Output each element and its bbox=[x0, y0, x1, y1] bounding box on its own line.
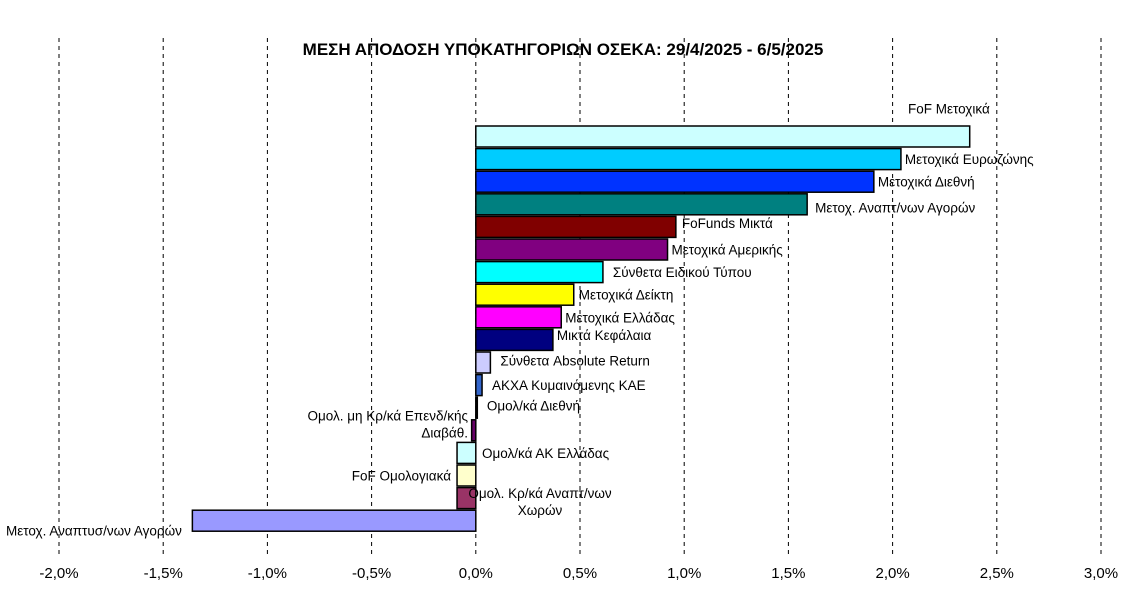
bars bbox=[191, 125, 971, 532]
bar bbox=[475, 147, 902, 171]
bar-label: Μικτά Κεφάλαια bbox=[557, 328, 652, 343]
x-axis-ticks: -2,0% -1,5% -1,0% -0,5% 0,0% 0,5% 1,0% 1,5% 2,0%… bbox=[39, 565, 1118, 582]
bar-label: Μετοχ. Αναπτ/νων Αγορών bbox=[815, 200, 975, 215]
x-tick-label: -1,5% bbox=[144, 565, 183, 582]
x-tick-label: 1,5% bbox=[771, 565, 805, 582]
bar bbox=[475, 328, 554, 352]
bar-label: Ομολ. μη Κρ/κά Επενδ/κής Διαβάθ. bbox=[307, 408, 468, 440]
bar bbox=[475, 125, 971, 148]
bar-label: Μετοχικά Αμερικής bbox=[672, 243, 784, 258]
bar-label: FoF Ομολογιακά bbox=[352, 469, 451, 484]
x-tick-label: 0,0% bbox=[459, 565, 493, 582]
bar-label: Μετοχ. Αναπτυσ/νων Αγορών bbox=[6, 524, 182, 539]
bar bbox=[475, 170, 875, 193]
bar bbox=[456, 486, 477, 510]
bar-label: Ομολ. Κρ/κά Αναπτ/νων Χωρών bbox=[468, 486, 612, 518]
x-tick-label: -2,0% bbox=[39, 565, 78, 582]
x-tick-label: 3,0% bbox=[1084, 565, 1118, 582]
bar bbox=[475, 238, 669, 261]
x-tick-label: 2,0% bbox=[875, 565, 909, 582]
bar-labels: FoF Μετοχικά Μετοχικά Ευρωζώνης Μετοχικά Δ… bbox=[6, 102, 1034, 539]
bar bbox=[475, 215, 677, 239]
bar bbox=[475, 260, 604, 284]
bar bbox=[475, 373, 483, 397]
bar bbox=[475, 283, 575, 306]
bar bbox=[191, 509, 477, 532]
bar bbox=[456, 441, 477, 465]
bar-label: Μετοχικά Δείκτη bbox=[579, 288, 674, 303]
bar-label: Σύνθετα Absolute Return bbox=[500, 354, 650, 369]
bar bbox=[475, 351, 492, 374]
bar-label: Μετοχικά Ευρωζώνης bbox=[905, 152, 1034, 167]
bar-label: Ομολ/κά ΑΚ Ελλάδας bbox=[482, 446, 610, 461]
bar-label: FoF Μετοχικά bbox=[908, 102, 990, 117]
bar bbox=[456, 464, 477, 487]
x-tick-label: 2,5% bbox=[980, 565, 1014, 582]
chart-title: ΜΕΣΗ ΑΠΟΔΟΣΗ ΥΠΟΚΑΤΗΓΟΡΙΩΝ ΟΣΕΚΑ: 29/4/2… bbox=[303, 40, 824, 59]
bar bbox=[470, 419, 477, 442]
x-tick-label: -0,5% bbox=[352, 565, 391, 582]
x-tick-label: -1,0% bbox=[248, 565, 287, 582]
bar-label: Ομολ/κά Διεθνή bbox=[487, 399, 580, 414]
bar-label: ΑΚΧΑ Κυμαινόμενης ΚΑΕ bbox=[492, 378, 646, 393]
bar bbox=[475, 396, 479, 419]
gridlines bbox=[58, 38, 1102, 555]
bar-label: Μετοχικά Ελλάδας bbox=[565, 310, 675, 325]
bar-label: FoFunds Μικτά bbox=[682, 216, 773, 231]
x-tick-label: 1,0% bbox=[667, 565, 701, 582]
bar-label: Μετοχικά Διεθνή bbox=[878, 175, 975, 190]
bar bbox=[475, 306, 562, 329]
x-tick-label: 0,5% bbox=[563, 565, 597, 582]
bar bbox=[475, 193, 808, 216]
bar-label: Σύνθετα Ειδικού Τύπου bbox=[613, 265, 752, 280]
